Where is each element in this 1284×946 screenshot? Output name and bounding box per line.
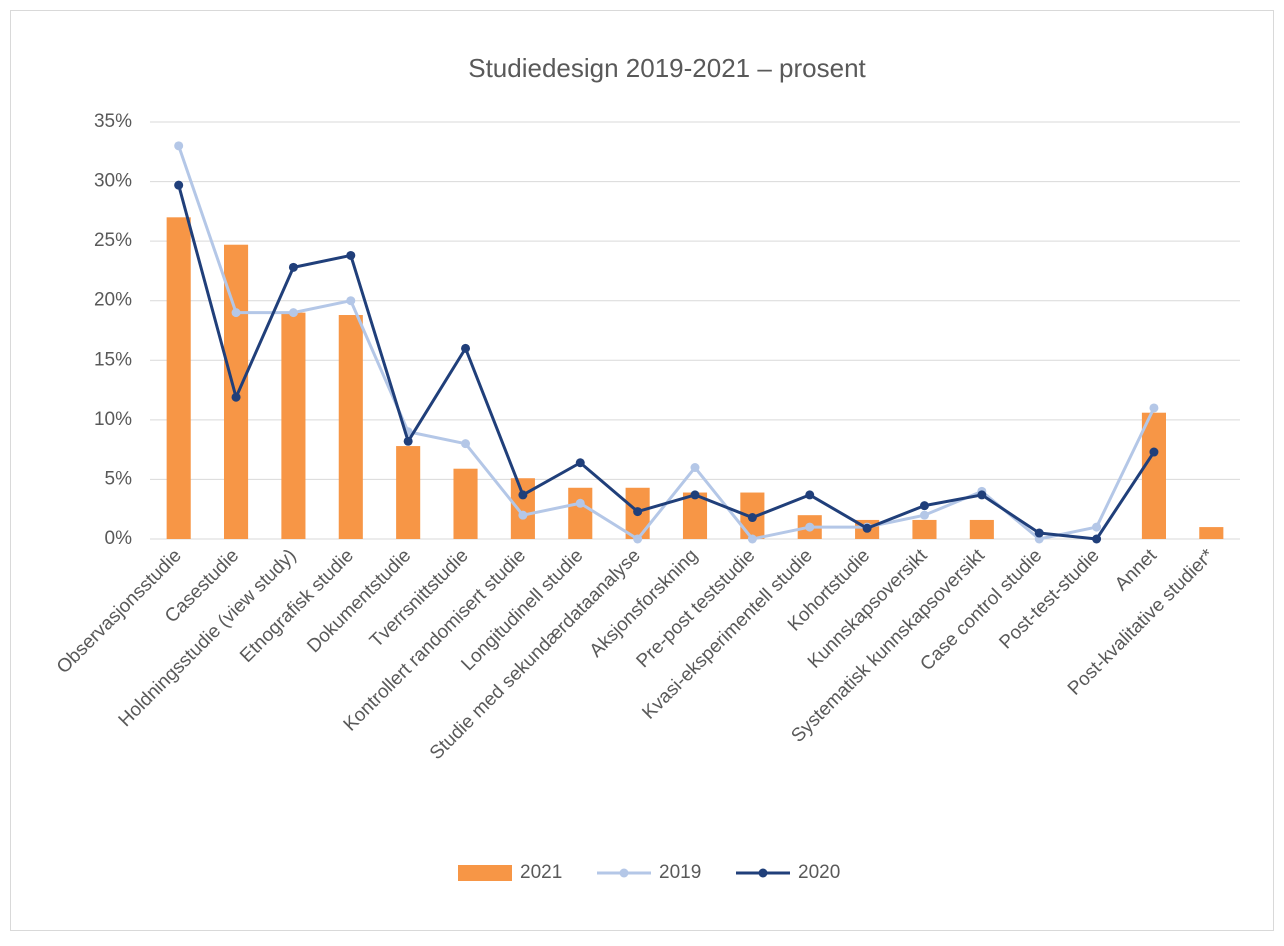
point xyxy=(346,296,356,306)
line xyxy=(177,184,1156,541)
legend-label: 2020 xyxy=(798,862,840,883)
point xyxy=(461,439,471,449)
point xyxy=(231,392,241,402)
legend-label: 2021 xyxy=(520,862,562,883)
bar xyxy=(912,519,937,539)
bar xyxy=(568,487,593,539)
point xyxy=(518,510,528,520)
bar xyxy=(396,446,421,539)
point xyxy=(747,534,757,544)
point xyxy=(174,141,184,151)
y-tick-label: 5% xyxy=(105,468,133,489)
point xyxy=(518,490,528,500)
point xyxy=(346,250,356,260)
bar xyxy=(969,519,994,539)
y-tick-label: 25% xyxy=(94,230,132,251)
point xyxy=(919,501,929,511)
bar xyxy=(1141,412,1166,539)
point xyxy=(1092,522,1102,532)
legend-label: 2019 xyxy=(659,862,701,883)
point xyxy=(690,490,700,500)
point xyxy=(633,507,643,517)
point xyxy=(862,523,872,533)
point xyxy=(461,343,471,353)
y-tick-label: 0% xyxy=(105,528,133,549)
point xyxy=(1034,528,1044,538)
chart-title: Studiedesign 2019-2021 – prosent xyxy=(468,53,866,83)
bar xyxy=(1199,527,1224,539)
point xyxy=(690,463,700,473)
point xyxy=(288,308,298,318)
bar xyxy=(338,315,363,539)
y-tick-label: 15% xyxy=(94,349,132,370)
chart-frame xyxy=(10,10,1274,931)
y-tick-label: 10% xyxy=(94,409,132,430)
point xyxy=(919,510,929,520)
point xyxy=(805,522,815,532)
bar xyxy=(682,492,708,539)
legend-swatch xyxy=(619,868,629,878)
point xyxy=(1092,534,1102,544)
point xyxy=(288,262,298,272)
point xyxy=(805,490,815,500)
point xyxy=(747,513,757,523)
point xyxy=(174,180,184,190)
y-tick-label: 20% xyxy=(94,290,132,311)
point xyxy=(977,490,987,500)
point xyxy=(1149,447,1159,457)
bar xyxy=(453,468,478,539)
bar xyxy=(166,217,191,540)
y-tick-label: 35% xyxy=(94,111,132,132)
point xyxy=(1149,403,1159,413)
point xyxy=(403,436,413,446)
point xyxy=(231,308,241,318)
bar xyxy=(510,478,535,539)
bar xyxy=(281,312,306,539)
point xyxy=(633,534,643,544)
point xyxy=(575,498,585,508)
legend-swatch xyxy=(458,865,512,881)
point xyxy=(575,458,585,468)
y-tick-label: 30% xyxy=(94,171,132,192)
legend-swatch xyxy=(758,868,768,878)
